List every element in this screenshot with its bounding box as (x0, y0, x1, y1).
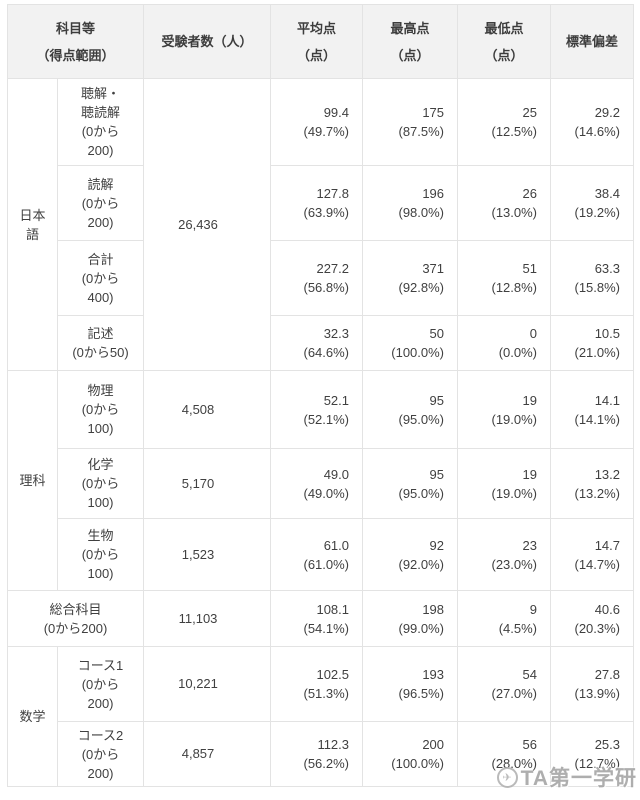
min-cell: 56 (28.0%) (457, 721, 552, 787)
examinees-cell: 26,436 (143, 78, 272, 371)
col-header-average: 平均点 （点） (270, 4, 364, 79)
score-table: 科目等 （得点範囲） 受験者数（人） 平均点 （点） 最高点 （点） 最低点 （… (6, 4, 635, 787)
table-row: コース2 (0から 200) 4,857 112.3 (56.2%) 200 (… (8, 721, 635, 787)
col-header-highest: 最高点 （点） (362, 4, 459, 79)
avg-cell: 99.4 (49.7%) (270, 78, 364, 166)
subject-cell: 聴解・ 聴読解 (0から 200) (56, 78, 145, 166)
max-cell: 175 (87.5%) (362, 78, 459, 166)
avg-cell: 52.1 (52.1%) (270, 370, 364, 449)
avg-cell: 102.5 (51.3%) (270, 646, 364, 722)
table-row: 記述 (0から50) 32.3 (64.6%) 50 (100.0%) 0 (0… (8, 315, 635, 371)
max-cell: 200 (100.0%) (362, 721, 459, 787)
table-row: 読解 (0から 200) 127.8 (63.9%) 196 (98.0%) 2… (8, 165, 635, 241)
subject-cell: コース1 (0から 200) (56, 646, 145, 722)
sd-cell: 40.6 (20.3%) (550, 590, 635, 647)
examinees-cell: 10,221 (143, 646, 272, 722)
group-cell-japanese: 日本 語 (7, 78, 58, 371)
examinees-cell: 4,508 (143, 370, 272, 449)
subject-cell: 生物 (0から 100) (56, 518, 145, 591)
max-cell: 196 (98.0%) (362, 165, 459, 241)
sd-cell: 14.1 (14.1%) (550, 370, 635, 449)
max-cell: 371 (92.8%) (362, 240, 459, 316)
min-cell: 25 (12.5%) (457, 78, 552, 166)
table-row: 合計 (0から 400) 227.2 (56.8%) 371 (92.8%) 5… (8, 240, 635, 316)
min-cell: 9 (4.5%) (457, 590, 552, 647)
max-cell: 95 (95.0%) (362, 370, 459, 449)
min-cell: 51 (12.8%) (457, 240, 552, 316)
min-cell: 54 (27.0%) (457, 646, 552, 722)
min-cell: 23 (23.0%) (457, 518, 552, 591)
max-cell: 198 (99.0%) (362, 590, 459, 647)
table-row: 理科 物理 (0から 100) 4,508 52.1 (52.1%) 95 (9… (7, 370, 635, 591)
table-row: 生物 (0から 100) 1,523 61.0 (61.0%) 92 (92.0… (8, 518, 635, 591)
examinees-cell: 5,170 (143, 448, 272, 519)
table-row: 数学 コース1 (0から 200) 10,221 102.5 (51.3%) 1… (7, 646, 635, 787)
table-row: 日本 語 聴解・ 聴読解 (0から 200) 26,436 99.4 (49.7… (7, 78, 635, 371)
examinees-cell: 11,103 (143, 590, 272, 647)
col-header-examinees: 受験者数（人） (143, 4, 272, 79)
col-header-subject: 科目等 （得点範囲） (6, 4, 145, 79)
subject-cell: 化学 (0から 100) (56, 448, 145, 519)
examinees-cell: 4,857 (143, 721, 272, 787)
sd-cell: 14.7 (14.7%) (550, 518, 635, 591)
subject-cell: 合計 (0から 400) (56, 240, 145, 316)
avg-cell: 108.1 (54.1%) (270, 590, 364, 647)
header-row: 科目等 （得点範囲） 受験者数（人） 平均点 （点） 最高点 （点） 最低点 （… (6, 4, 635, 79)
subject-cell-sogo: 総合科目 (0から200) (6, 590, 145, 647)
max-cell: 95 (95.0%) (362, 448, 459, 519)
group-cell-math: 数学 (7, 646, 58, 787)
sd-cell: 25.3 (12.7%) (550, 721, 635, 787)
table-row: 化学 (0から 100) 5,170 49.0 (49.0%) 95 (95.0… (8, 448, 635, 519)
col-header-stddev: 標準偏差 (550, 4, 635, 79)
avg-cell: 112.3 (56.2%) (270, 721, 364, 787)
sd-cell: 38.4 (19.2%) (550, 165, 635, 241)
subject-cell: 読解 (0から 200) (56, 165, 145, 241)
min-cell: 19 (19.0%) (457, 370, 552, 449)
sd-cell: 13.2 (13.2%) (550, 448, 635, 519)
max-cell: 50 (100.0%) (362, 315, 459, 371)
sd-cell: 27.8 (13.9%) (550, 646, 635, 722)
examinees-cell: 1,523 (143, 518, 272, 591)
min-cell: 0 (0.0%) (457, 315, 552, 371)
subject-cell: コース2 (0から 200) (56, 721, 145, 787)
max-cell: 92 (92.0%) (362, 518, 459, 591)
avg-cell: 227.2 (56.8%) (270, 240, 364, 316)
subject-cell: 記述 (0から50) (56, 315, 145, 371)
max-cell: 193 (96.5%) (362, 646, 459, 722)
table-row: 総合科目 (0から200) 11,103 108.1 (54.1%) 198 (… (6, 590, 635, 647)
min-cell: 19 (19.0%) (457, 448, 552, 519)
subject-cell: 物理 (0から 100) (56, 370, 145, 449)
avg-cell: 127.8 (63.9%) (270, 165, 364, 241)
sd-cell: 10.5 (21.0%) (550, 315, 635, 371)
min-cell: 26 (13.0%) (457, 165, 552, 241)
group-cell-science: 理科 (7, 370, 58, 591)
avg-cell: 32.3 (64.6%) (270, 315, 364, 371)
avg-cell: 49.0 (49.0%) (270, 448, 364, 519)
sd-cell: 63.3 (15.8%) (550, 240, 635, 316)
sd-cell: 29.2 (14.6%) (550, 78, 635, 166)
col-header-lowest: 最低点 （点） (457, 4, 552, 79)
avg-cell: 61.0 (61.0%) (270, 518, 364, 591)
